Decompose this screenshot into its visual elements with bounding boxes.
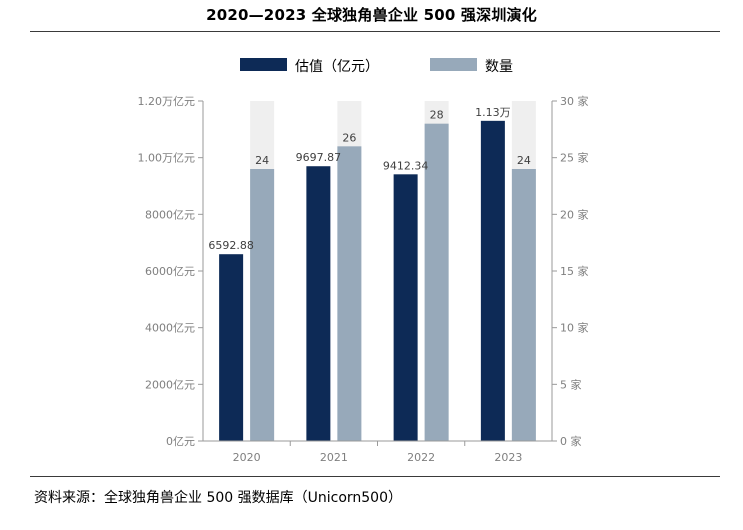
count-data-label: 28 xyxy=(430,109,444,122)
x-tick-label: 2022 xyxy=(407,451,435,464)
x-tick-label: 2020 xyxy=(233,451,261,464)
y-right-tick-label: 20 家 xyxy=(560,207,589,221)
count-data-label: 26 xyxy=(342,131,356,144)
count-data-label: 24 xyxy=(517,154,531,167)
x-tick-label: 2023 xyxy=(494,451,522,464)
y-right-tick-label: 10 家 xyxy=(560,321,589,335)
valuation-data-label: 6592.88 xyxy=(208,239,254,252)
y-left-tick-label: 1.00万亿元 xyxy=(138,152,196,165)
legend-swatch-valuation xyxy=(240,58,287,71)
bar-chart: 0亿元 2000亿元 4000亿元 6000亿元 8000亿元 1.00万亿元 1.20万亿… xyxy=(138,94,589,464)
count-bar xyxy=(250,169,275,441)
count-bar xyxy=(511,169,536,441)
y-left-tick-label: 0亿元 xyxy=(166,435,195,448)
count-bar xyxy=(337,146,362,442)
y-left-tick-label: 1.20万亿元 xyxy=(138,95,196,108)
y-right-tick-label: 25 家 xyxy=(560,151,589,165)
legend-swatch-count xyxy=(430,58,477,71)
valuation-bar xyxy=(480,120,505,441)
valuation-data-label: 9697.87 xyxy=(296,151,342,164)
legend-label-valuation: 估值（亿元） xyxy=(295,59,379,75)
y-right-tick-label: 15 家 xyxy=(560,264,589,278)
valuation-data-label: 1.13万 xyxy=(475,106,511,119)
bottom-rule xyxy=(30,476,720,477)
valuation-bar xyxy=(306,166,331,441)
y-right-tick-label: 30 家 xyxy=(560,94,589,108)
count-bar xyxy=(424,123,449,442)
source-note: 资料来源：全球独角兽企业 500 强数据库（Unicorn500） xyxy=(34,490,402,506)
x-tick-label: 2021 xyxy=(320,451,348,464)
y-right-tick-label: 0 家 xyxy=(560,434,582,448)
valuation-bar xyxy=(393,174,418,442)
chart-title: 2020—2023 全球独角兽企业 500 强深圳演化 xyxy=(206,6,537,24)
valuation-bar xyxy=(219,254,244,441)
legend-label-count: 数量 xyxy=(485,59,513,75)
count-data-label: 24 xyxy=(255,154,269,167)
y-right-tick-label: 5 家 xyxy=(560,377,582,391)
valuation-data-label: 9412.34 xyxy=(383,159,429,172)
y-left-tick-label: 8000亿元 xyxy=(145,208,195,221)
y-left-tick-label: 2000亿元 xyxy=(145,378,195,391)
top-rule xyxy=(30,31,720,32)
y-left-tick-label: 6000亿元 xyxy=(145,265,195,278)
y-left-tick-label: 4000亿元 xyxy=(145,322,195,335)
